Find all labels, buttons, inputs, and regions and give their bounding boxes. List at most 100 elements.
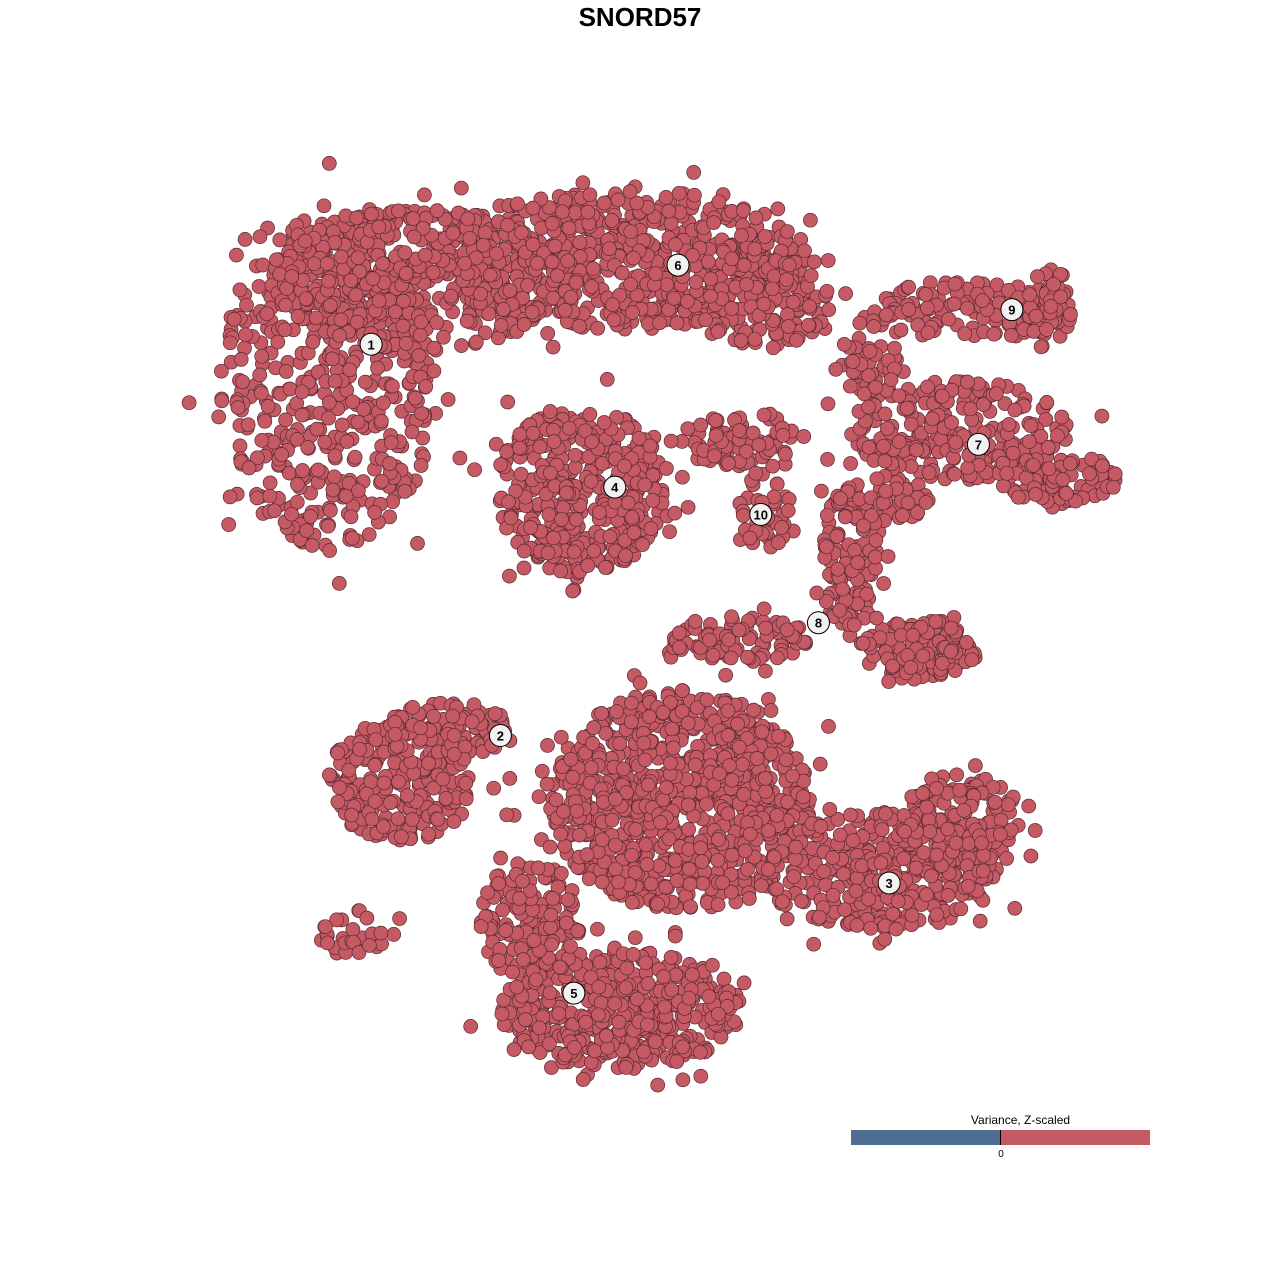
data-point: [547, 238, 563, 254]
data-point: [923, 868, 939, 884]
data-point: [493, 850, 508, 866]
data-point: [1007, 402, 1023, 418]
data-point: [1021, 434, 1037, 449]
data-point: [695, 876, 711, 891]
data-point: [740, 862, 755, 877]
data-point: [488, 436, 504, 452]
data-point: [331, 576, 347, 591]
data-point: [852, 315, 868, 331]
data-point: [770, 201, 786, 217]
data-point: [612, 736, 628, 751]
data-point: [822, 801, 838, 817]
data-point: [515, 952, 531, 967]
data-point: [584, 760, 599, 776]
data-point: [321, 156, 337, 171]
data-point: [929, 781, 944, 796]
data-point: [836, 336, 852, 352]
data-point: [675, 1039, 690, 1055]
data-point: [629, 991, 645, 1007]
data-point: [278, 364, 294, 379]
data-point: [222, 489, 238, 505]
data-point: [532, 439, 548, 455]
data-point: [1023, 418, 1039, 434]
data-point: [318, 919, 333, 935]
data-point: [754, 878, 769, 893]
data-point: [252, 367, 268, 383]
data-point: [257, 413, 273, 429]
data-point: [635, 537, 650, 552]
data-point: [226, 311, 242, 327]
data-point: [624, 895, 640, 910]
data-point: [893, 322, 909, 338]
data-point: [395, 318, 411, 334]
data-point: [1062, 456, 1078, 471]
data-point: [322, 543, 337, 558]
data-point: [299, 523, 314, 538]
data-point: [1033, 339, 1049, 355]
data-point: [440, 392, 456, 407]
data-point: [1021, 798, 1037, 814]
data-point: [567, 205, 583, 221]
data-point: [1026, 324, 1042, 339]
data-point: [735, 757, 750, 772]
data-point: [657, 999, 673, 1015]
data-point: [775, 894, 790, 910]
data-point: [874, 822, 890, 837]
data-point: [837, 509, 853, 525]
data-point: [332, 780, 347, 795]
data-point: [854, 858, 870, 874]
data-point: [949, 767, 965, 783]
data-point: [502, 771, 518, 786]
data-point: [321, 410, 336, 426]
data-point: [711, 832, 726, 847]
data-point: [269, 252, 284, 268]
data-point: [687, 614, 703, 629]
data-point: [502, 568, 517, 584]
data-point: [1094, 408, 1110, 424]
data-point: [309, 421, 325, 437]
data-point: [716, 971, 732, 987]
data-point: [809, 585, 825, 601]
data-point: [786, 869, 802, 885]
data-point: [391, 203, 406, 219]
data-point: [458, 791, 474, 807]
data-point: [774, 520, 790, 535]
data-point: [323, 503, 338, 518]
data-point: [578, 1014, 594, 1030]
data-point: [1023, 848, 1039, 864]
data-point: [693, 1068, 709, 1084]
data-point: [812, 756, 828, 772]
data-point: [572, 235, 588, 250]
data-point: [585, 736, 600, 751]
data-point: [650, 1077, 666, 1093]
data-point: [828, 361, 844, 377]
data-point: [814, 483, 829, 499]
data-point: [843, 456, 858, 471]
data-point: [254, 385, 269, 401]
data-point: [563, 938, 578, 954]
data-point: [376, 395, 391, 411]
data-point: [765, 340, 781, 356]
data-point: [499, 444, 514, 460]
data-point: [619, 960, 635, 976]
data-point: [775, 428, 791, 443]
data-point: [232, 438, 248, 454]
data-point: [505, 964, 520, 980]
data-point: [680, 499, 696, 515]
data-point: [820, 253, 836, 268]
data-point: [680, 421, 696, 437]
data-point: [290, 309, 306, 324]
data-point: [943, 620, 959, 636]
data-point: [703, 288, 718, 304]
data-point: [627, 930, 643, 946]
data-point: [326, 469, 342, 485]
data-point: [491, 330, 506, 346]
data-point: [1000, 797, 1016, 813]
data-point: [620, 495, 636, 511]
data-point: [568, 275, 584, 290]
data-point: [947, 466, 962, 482]
data-point: [843, 807, 858, 823]
data-point: [320, 518, 336, 534]
data-point: [992, 827, 1008, 842]
